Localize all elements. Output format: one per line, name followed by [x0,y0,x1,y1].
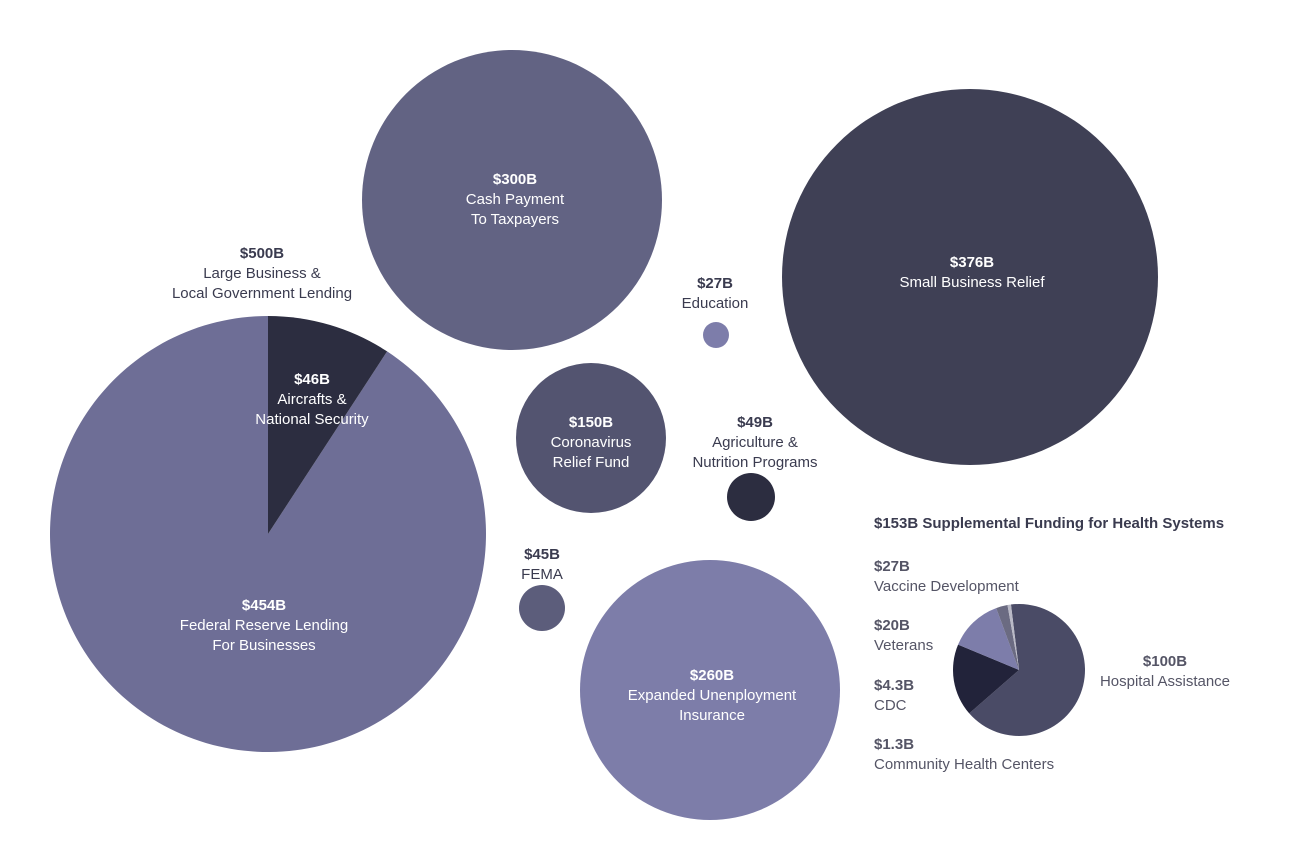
health-label-veterans-label: Veterans [874,637,933,654]
bubble-label-coronavirus-relief-amount: $150B [569,414,613,431]
health-label-hospital-label: Hospital Assistance [1100,673,1230,690]
bubble-unemployment [580,560,840,820]
bubble-label-large-business-amount: $500B [240,245,284,262]
pie-label-aircrafts-amount: $46B [294,371,330,388]
health-label-vaccine-amount: $27B [874,558,910,575]
bubble-label-cash-payment-label: Cash Payment [466,191,565,208]
pie-label-aircrafts-label: Aircrafts & [277,391,346,408]
health-label-cdc-amount: $4.3B [874,677,914,694]
health-label-cdc-label: CDC [874,697,907,714]
bubble-coronavirus-relief [516,363,666,513]
health-slice-cdc [996,605,1019,670]
pie-label-federal-reserve-amount: $454B [242,597,286,614]
health-label-community-amount: $1.3B [874,736,914,753]
bubble-label-agriculture-amount: $49B [737,414,773,431]
bubble-label-unemployment-label: Expanded Unenployment [628,687,797,704]
bubble-label-unemployment-amount: $260B [690,667,734,684]
bubble-education [703,322,729,348]
bubble-label-education-amount: $27B [697,275,733,292]
health-label-community-label: Community Health Centers [874,756,1054,773]
bubble-label-cash-payment-label: To Taxpayers [471,211,559,228]
pie-slice-aircrafts [268,316,388,534]
pie-slice-federal-reserve [49,316,486,752]
bubble-label-coronavirus-relief-label: Coronavirus [551,434,632,451]
bubble-label-education-label: Education [682,295,749,312]
bubble-label-agriculture-label: Agriculture & [712,434,798,451]
pie-label-aircrafts-label: National Security [255,411,369,428]
bubble-label-fema-label: FEMA [521,566,563,583]
health-title: $153B Supplemental Funding for Health Sy… [874,515,1224,532]
health-label-hospital-amount: $100B [1143,653,1187,670]
pie-label-federal-reserve-label: Federal Reserve Lending [180,617,348,634]
bubble-label-small-business-amount: $376B [950,254,994,271]
bubble-label-cash-payment-amount: $300B [493,171,537,188]
bubble-label-unemployment-label: Insurance [679,707,745,724]
health-slice-veterans [958,608,1019,670]
bubble-cash-payment [362,50,662,350]
health-label-vaccine-label: Vaccine Development [874,578,1020,595]
bubble-label-fema-amount: $45B [524,546,560,563]
bubble-label-agriculture-label: Nutrition Programs [692,454,817,471]
health-slice-community [1007,604,1019,670]
health-slice-hospital [969,604,1085,736]
pie-label-federal-reserve-label: For Businesses [212,637,315,654]
bubble-agriculture [727,473,775,521]
bubble-label-large-business-label: Local Government Lending [172,285,352,302]
bubble-fema [519,585,565,631]
bubble-label-coronavirus-relief-label: Relief Fund [553,454,630,471]
bubble-label-small-business-label: Small Business Relief [899,274,1045,291]
health-label-veterans-amount: $20B [874,617,910,634]
bubble-small-business [782,89,1158,465]
bubble-label-large-business-label: Large Business & [203,265,321,282]
health-slice-vaccine [953,644,1019,714]
